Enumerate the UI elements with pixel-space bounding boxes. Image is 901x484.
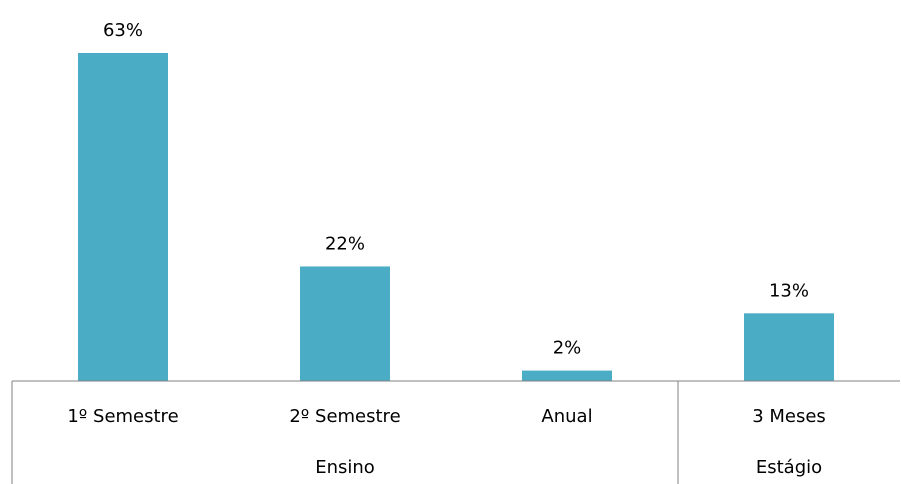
category-label-2: Anual [541, 406, 592, 427]
category-label-3: 3 Meses [752, 406, 826, 427]
category-label-0: 1º Semestre [67, 406, 178, 427]
bar-1 [300, 266, 390, 381]
data-label-2: 2% [553, 338, 582, 359]
data-label-3: 13% [769, 280, 809, 301]
bar-3 [744, 313, 834, 381]
data-labels-group: 63% 22% 2% 13% [103, 20, 809, 359]
bar-0 [78, 53, 168, 381]
group-label-1: Estágio [756, 457, 822, 478]
group-labels-group: Ensino Estágio [315, 457, 822, 478]
category-label-1: 2º Semestre [289, 406, 400, 427]
data-label-1: 22% [325, 233, 365, 254]
data-label-0: 63% [103, 20, 143, 41]
bar-2 [522, 370, 612, 381]
category-labels-group: 1º Semestre 2º Semestre Anual 3 Meses [67, 406, 825, 427]
x-axis [11, 380, 900, 484]
bars-group [78, 53, 834, 381]
group-label-0: Ensino [315, 457, 375, 478]
